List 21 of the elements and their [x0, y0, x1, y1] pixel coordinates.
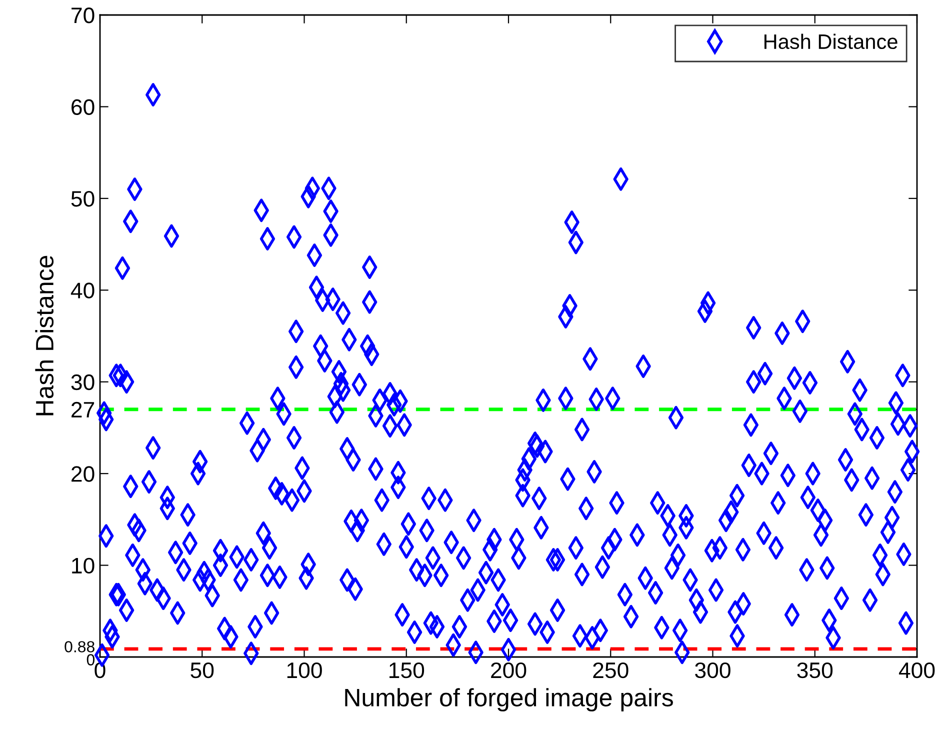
- x-tick-label: 150: [390, 662, 424, 678]
- y-tick-label: 50: [71, 190, 94, 207]
- x-axis-title: Number of forged image pairs: [345, 688, 673, 712]
- legend-label: Hash Distance: [764, 34, 898, 50]
- x-tick-label: 250: [593, 662, 628, 678]
- y-tick-label: 20: [72, 466, 94, 482]
- x-tick-label: 350: [797, 662, 833, 678]
- y-tick-label: 0: [86, 654, 95, 666]
- x-tick-label: 200: [491, 662, 526, 678]
- y-tick-label: 70: [72, 8, 94, 24]
- x-tick-label: 400: [898, 662, 935, 678]
- x-tick-label: 100: [287, 662, 322, 678]
- y-tick-label: 27: [72, 402, 94, 418]
- x-tick-label: 50: [190, 662, 214, 678]
- x-tick-label: 300: [695, 662, 730, 678]
- y-tick-label: 40: [70, 282, 94, 298]
- y-axis-title: Hash Distance: [35, 256, 54, 416]
- y-tick-label: 0.88: [64, 641, 94, 652]
- y-tick-label: 10: [72, 558, 94, 574]
- y-tick-label: 60: [72, 99, 94, 115]
- y-tick-label: 30: [71, 374, 94, 390]
